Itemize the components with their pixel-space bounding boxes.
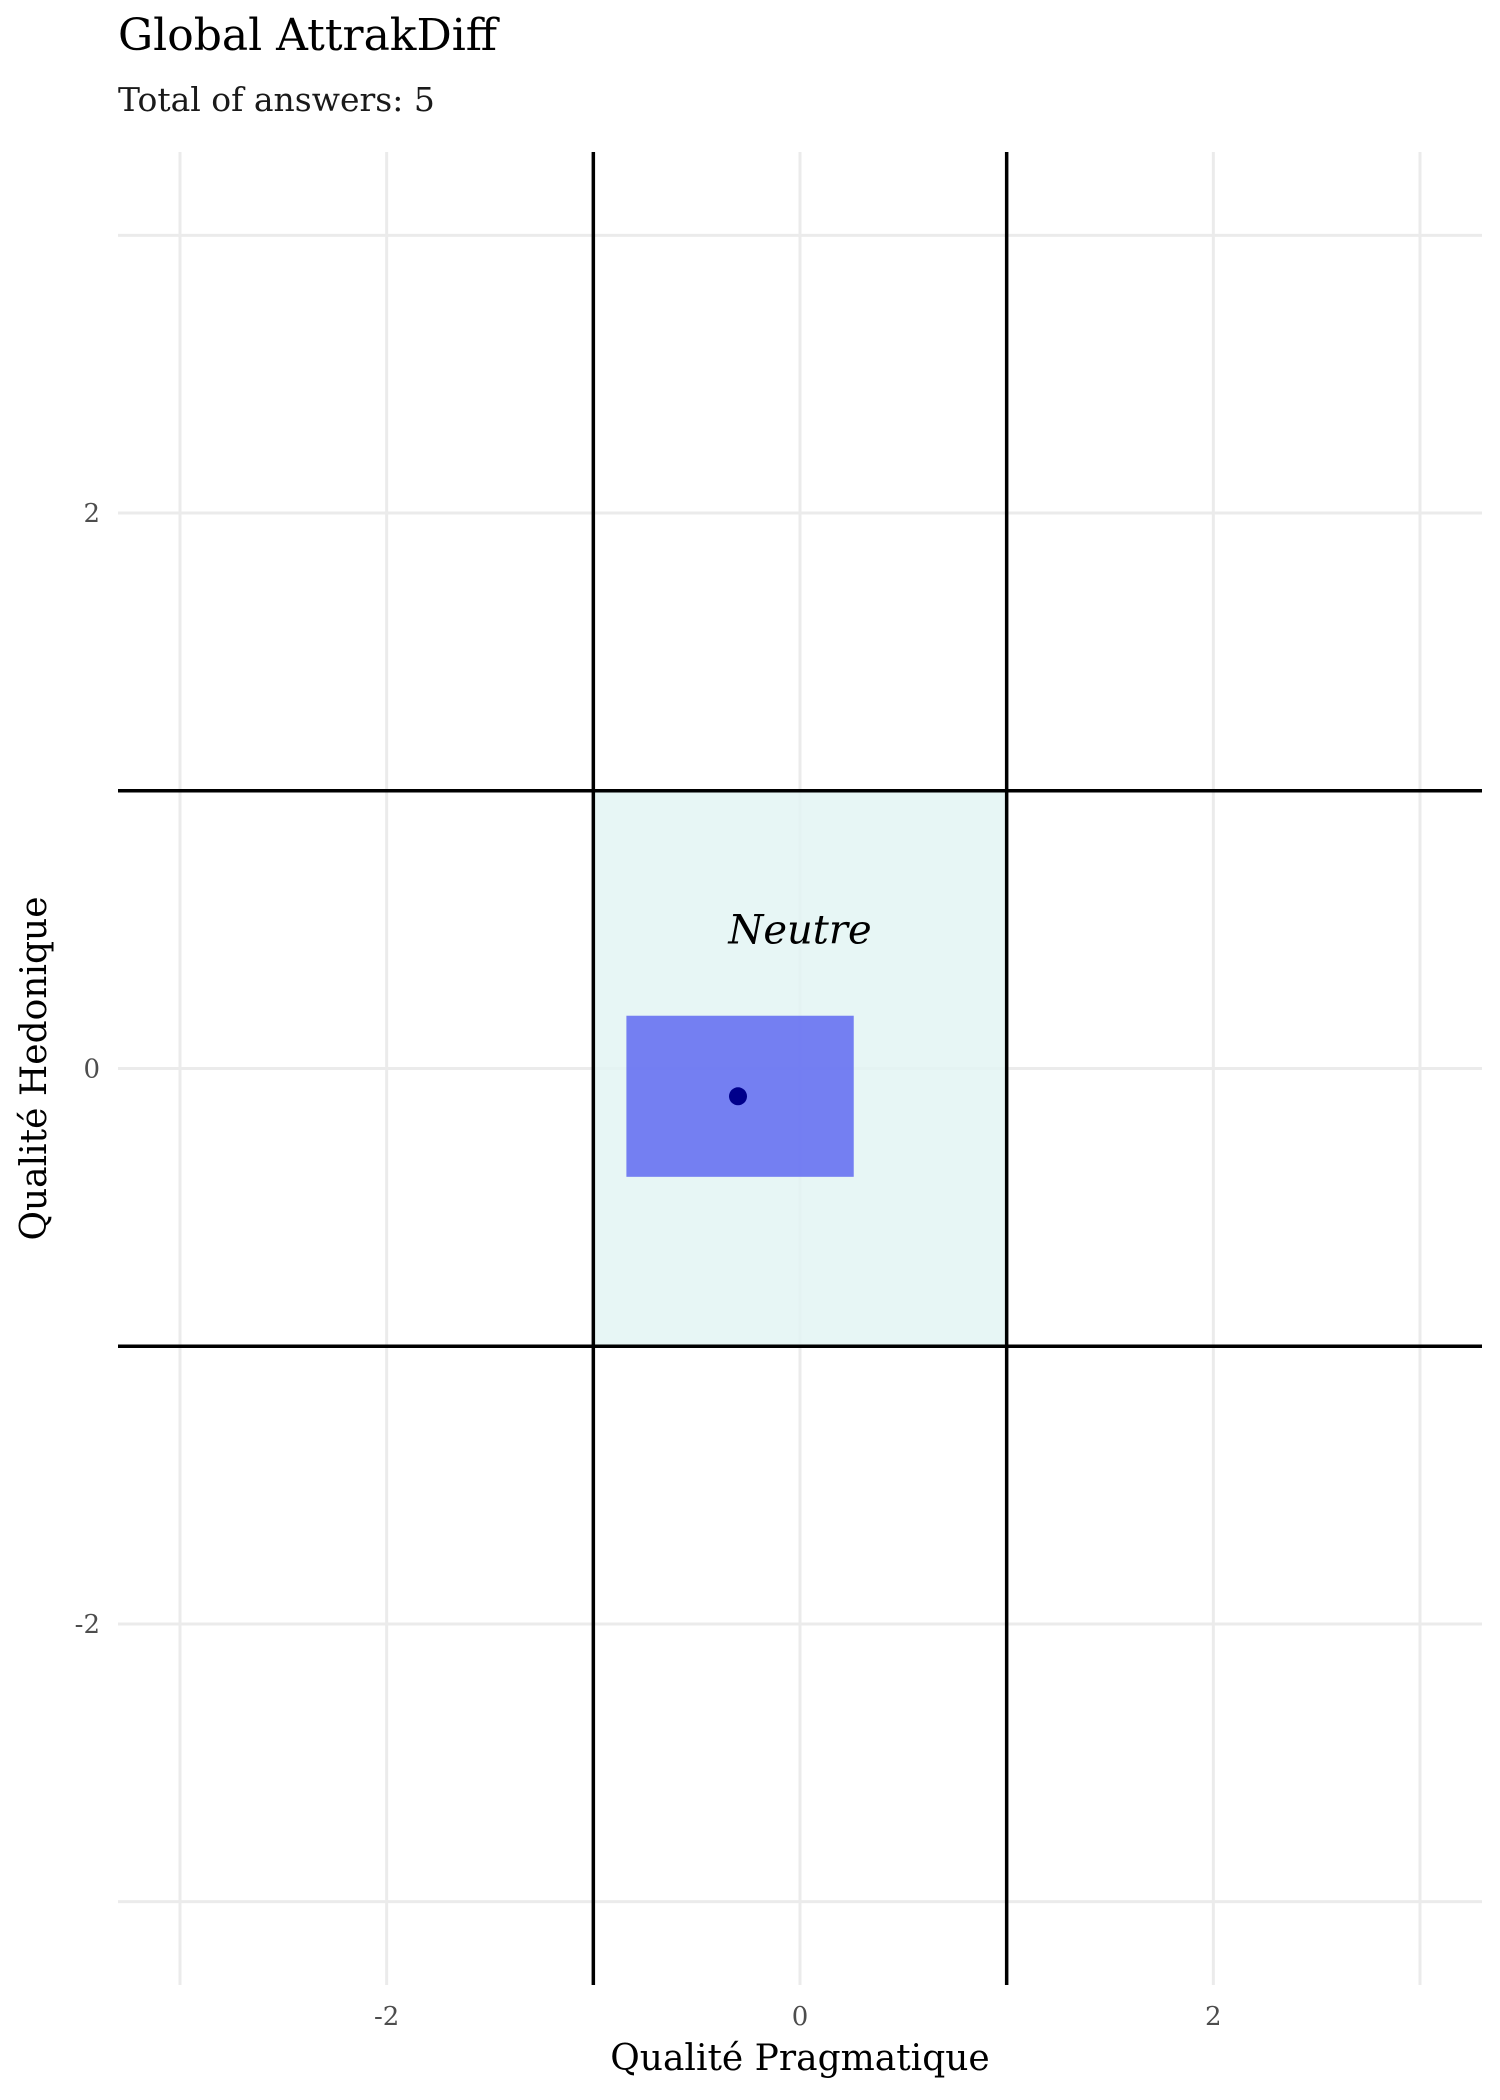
y-tick-labels: -2 0 2 bbox=[75, 499, 100, 1640]
x-tick-labels: -2 0 2 bbox=[374, 2002, 1222, 2032]
zone-label-neutre: Neutre bbox=[727, 908, 871, 954]
x-axis-title: Qualité Pragmatique bbox=[610, 2038, 989, 2079]
chart-subtitle: Total of answers: 5 bbox=[118, 80, 435, 119]
chart-title: Global AttrakDiff bbox=[118, 10, 498, 61]
y-tick-label: -2 bbox=[75, 1610, 100, 1640]
x-tick-label: -2 bbox=[374, 2002, 399, 2032]
grid-lines bbox=[118, 152, 1482, 1985]
x-tick-label: 0 bbox=[792, 2002, 809, 2032]
quadrant-lines bbox=[118, 152, 1482, 1985]
y-tick-label: 0 bbox=[83, 1055, 100, 1085]
mean-point bbox=[729, 1087, 747, 1106]
x-tick-label: 2 bbox=[1205, 2002, 1222, 2032]
y-axis-title: Qualité Hedonique bbox=[14, 896, 55, 1240]
y-tick-label: 2 bbox=[83, 499, 100, 529]
